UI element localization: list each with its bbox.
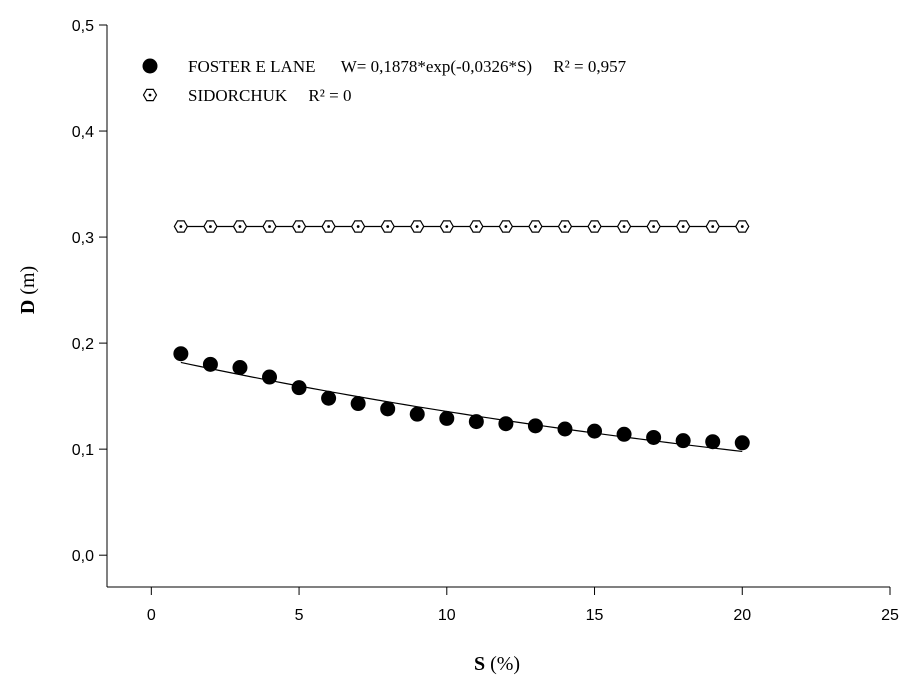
- data-point-foster: [409, 406, 425, 422]
- data-point-sidorchuk-dot: [179, 225, 183, 228]
- data-point-sidorchuk-dot: [504, 225, 508, 228]
- data-point-sidorchuk-dot: [681, 225, 685, 228]
- data-point-foster: [646, 429, 662, 445]
- data-point-foster: [380, 401, 396, 417]
- x-axis-unit: (%): [490, 653, 520, 675]
- y-tick-label: 0,0: [72, 548, 94, 565]
- legend-marker-foster: [142, 58, 158, 74]
- data-point-sidorchuk-dot: [652, 225, 656, 228]
- x-tick-label: 5: [295, 607, 304, 624]
- data-point-foster: [498, 416, 514, 432]
- data-point-sidorchuk-dot: [238, 225, 242, 228]
- data-point-foster: [232, 360, 248, 376]
- data-point-sidorchuk-dot: [740, 225, 744, 228]
- data-point-sidorchuk-dot: [445, 225, 449, 228]
- data-point-sidorchuk-dot: [209, 225, 212, 228]
- data-point-sidorchuk-dot: [386, 225, 390, 228]
- x-axis-symbol: S: [474, 653, 485, 675]
- data-point-foster: [616, 426, 632, 442]
- legend: FOSTER E LANE W= 0,1878*exp(-0,0326*S) R…: [142, 57, 627, 105]
- data-point-foster: [705, 434, 721, 450]
- data-point-foster: [587, 423, 603, 439]
- data-point-foster: [557, 421, 573, 437]
- data-point-sidorchuk-dot: [356, 225, 360, 228]
- x-tick-label: 0: [147, 607, 156, 624]
- y-axis-title: D (m): [17, 266, 39, 314]
- y-tick-label: 0,1: [72, 442, 94, 459]
- data-point-foster: [350, 396, 366, 412]
- data-point-sidorchuk-dot: [474, 225, 478, 228]
- data-point-sidorchuk-dot: [297, 225, 301, 228]
- y-tick-label: 0,2: [72, 336, 94, 353]
- y-axis-unit: (m): [17, 266, 39, 295]
- data-point-foster: [675, 433, 691, 449]
- x-axis-title: S (%): [474, 653, 520, 675]
- data-point-foster: [321, 390, 337, 406]
- y-tick-label: 0,5: [72, 18, 94, 35]
- x-tick-label: 25: [881, 607, 899, 624]
- data-point-foster: [291, 380, 307, 396]
- data-point-sidorchuk-dot: [327, 225, 331, 228]
- legend-label-sidorchuk: SIDORCHUK R² = 0: [188, 86, 351, 105]
- legend-marker-sidorchuk-dot: [148, 93, 152, 97]
- legend-label-foster: FOSTER E LANE W= 0,1878*exp(-0,0326*S) R…: [188, 57, 627, 76]
- data-point-sidorchuk-dot: [593, 225, 596, 228]
- y-tick-label: 0,4: [72, 124, 94, 141]
- data-point-sidorchuk-dot: [415, 225, 419, 228]
- data-point-foster: [439, 410, 455, 426]
- x-tick-label: 10: [438, 607, 456, 624]
- data-point-sidorchuk-dot: [711, 225, 715, 228]
- data-point-sidorchuk-dot: [534, 225, 537, 228]
- plot-area: [173, 220, 750, 453]
- x-tick-label: 15: [586, 607, 604, 624]
- data-point-foster: [527, 418, 543, 434]
- data-point-sidorchuk-dot: [563, 225, 567, 228]
- y-tick-label: 0,3: [72, 230, 94, 247]
- x-tick-label: 20: [733, 607, 751, 624]
- y-axis-symbol: D: [17, 300, 39, 314]
- data-point-foster: [202, 356, 218, 372]
- data-point-foster: [468, 414, 484, 430]
- data-point-foster: [734, 435, 750, 451]
- data-point-sidorchuk-dot: [622, 225, 626, 228]
- data-point-foster: [173, 346, 189, 362]
- data-point-foster: [262, 369, 278, 385]
- axes: 0 5 10 15 20 25 0,0 0,1 0,2 0,3 0,4 0,5: [72, 18, 899, 624]
- data-point-sidorchuk-dot: [268, 225, 271, 228]
